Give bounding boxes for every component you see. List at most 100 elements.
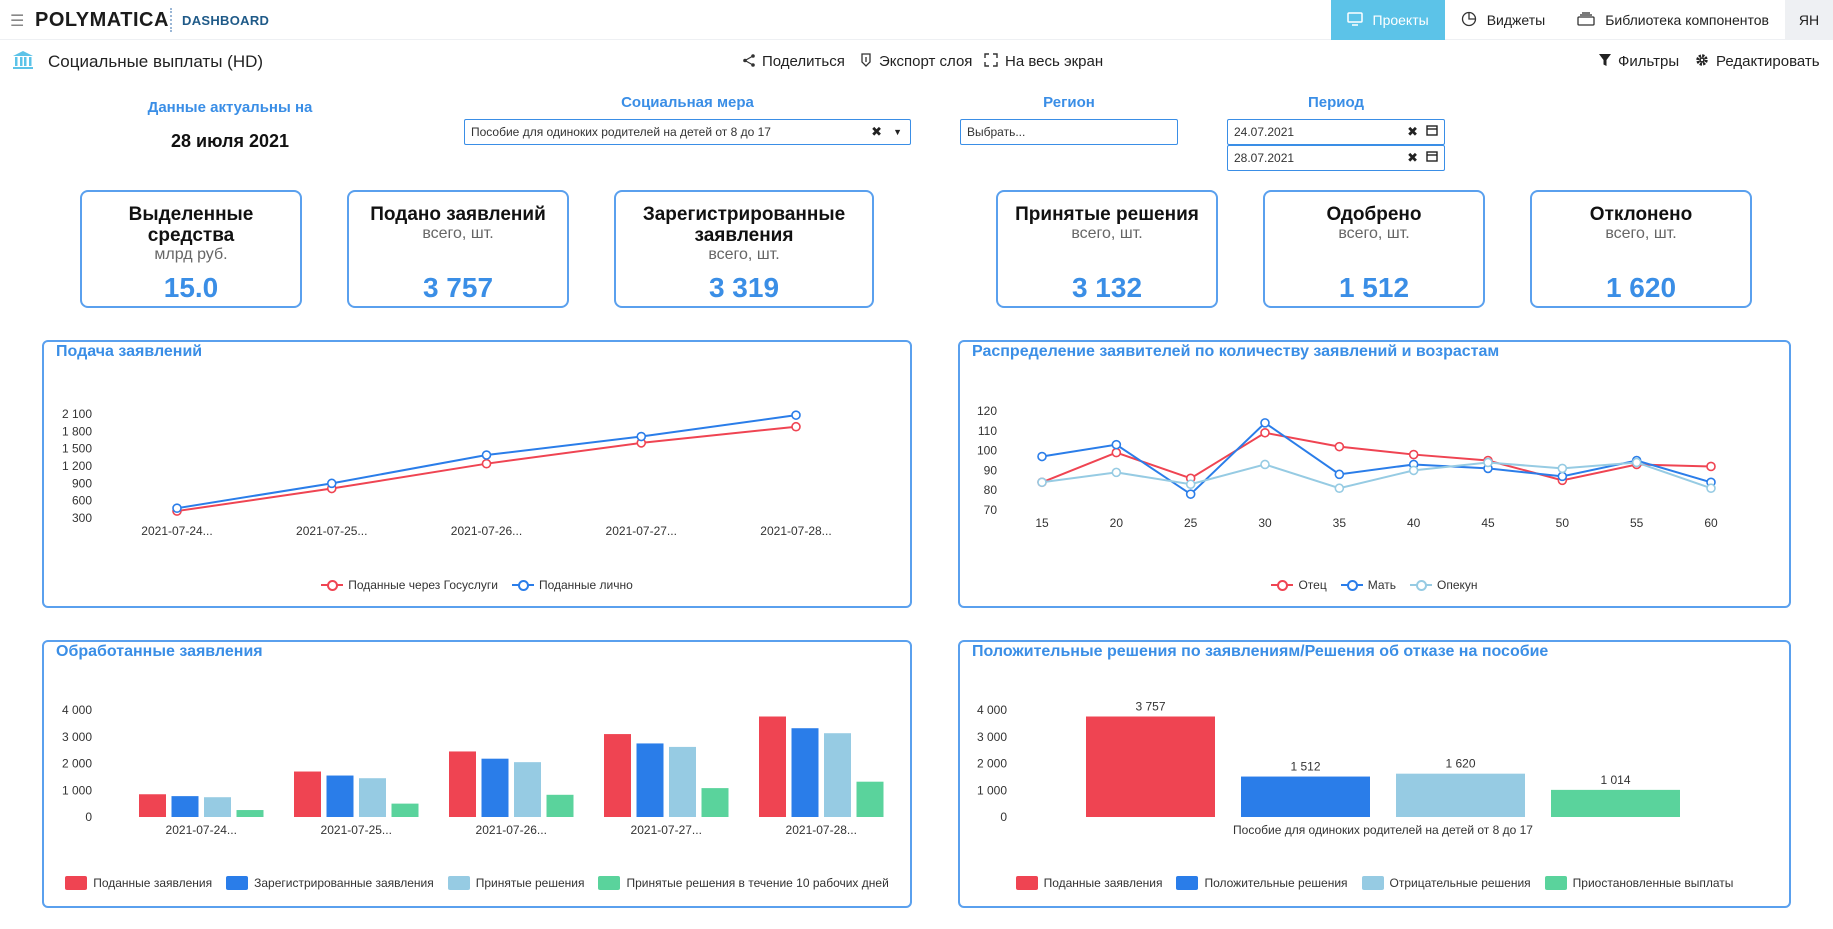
logo-subtitle: DASHBOARD	[182, 13, 270, 28]
kpi-value: 3 132	[1071, 272, 1143, 303]
clear-from-icon[interactable]: ✖	[1407, 124, 1418, 139]
kpi-subtitle: всего, шт.	[1071, 225, 1143, 242]
data-point	[1111, 467, 1122, 478]
gear-icon	[1695, 53, 1709, 70]
bar	[759, 716, 786, 817]
data-point	[1111, 447, 1122, 458]
data-point	[1557, 463, 1568, 474]
nav-widgets[interactable]: Виджеты	[1445, 0, 1562, 40]
data-point	[1706, 461, 1716, 472]
legend-item[interactable]: Поданные лично	[511, 578, 633, 592]
filters-label: Фильтры	[1618, 53, 1680, 70]
panel-title: Обработанные заявления	[56, 643, 263, 660]
series-line	[1041, 431, 1712, 484]
y-tick-label: 1 500	[62, 442, 92, 456]
legend-item[interactable]: Поданные заявления	[1015, 876, 1163, 890]
bar	[546, 794, 574, 817]
legend-item[interactable]: Отрицательные решения	[1361, 876, 1531, 890]
nav-library-label: Библиотека компонентов	[1605, 12, 1769, 28]
y-tick-label: 90	[984, 463, 998, 477]
chart-legend: Поданные заявления Зарегистрированные зая…	[44, 876, 910, 890]
clear-measure-icon[interactable]: ✖	[871, 124, 882, 139]
legend-swatch	[321, 578, 344, 592]
y-tick-label: 0	[85, 810, 92, 824]
logo[interactable]: POLYMATICA	[35, 9, 169, 31]
legend-item[interactable]: Поданные через Госуслуги	[321, 578, 498, 592]
kpi-subtitle: млрд руб.	[154, 246, 228, 263]
data-label: 1 620	[1445, 757, 1475, 771]
y-tick-label: 3 000	[62, 730, 92, 744]
kpi-card-rejected: Отклонено всего, шт. 1 620	[1530, 190, 1752, 308]
clear-to-icon[interactable]: ✖	[1407, 150, 1418, 165]
y-tick-label: 2 000	[977, 757, 1007, 771]
nav-library[interactable]: Библиотека компонентов	[1561, 0, 1785, 40]
fullscreen-icon	[984, 53, 998, 70]
share-button[interactable]: Поделиться	[743, 53, 845, 70]
legend-item[interactable]: Опекун	[1410, 578, 1478, 592]
data-point	[1334, 483, 1345, 494]
menu-icon[interactable]: ☰	[10, 13, 25, 30]
legend-label: Поданные заявления	[1043, 876, 1163, 890]
bar	[1241, 776, 1370, 817]
data-point	[1260, 427, 1270, 438]
bar	[139, 794, 166, 817]
chart-legend: Поданные через Госуслуги Поданные лично	[44, 578, 910, 592]
export-button[interactable]: Экспорт слоя	[860, 53, 972, 70]
bar	[204, 797, 231, 817]
legend-item[interactable]: Принятые решения в течение 10 рабочих дн…	[598, 876, 889, 890]
legend-item[interactable]: Мать	[1340, 578, 1396, 592]
legend-label: Мать	[1367, 578, 1396, 592]
decisions-bar-chart: 0 1 000 2 000 3 000 4 000 3 757 1 512 1 620 1 01…	[977, 700, 1680, 837]
legend-item[interactable]: Принятые решения	[447, 876, 584, 890]
period-to-input[interactable]: 28.07.2021 ✖	[1227, 145, 1445, 171]
x-tick-label: 20	[1110, 516, 1124, 530]
legend-label: Отрицательные решения	[1389, 876, 1531, 890]
region-select[interactable]: Выбрать...	[960, 119, 1178, 145]
y-tick-label: 3 000	[977, 730, 1007, 744]
fullscreen-button[interactable]: На весь экран	[984, 53, 1103, 70]
filters-button[interactable]: Фильтры	[1599, 53, 1679, 70]
legend-label: Принятые решения в течение 10 рабочих дн…	[626, 876, 889, 890]
measure-select[interactable]: Пособие для одиноких родителей на детей …	[464, 119, 911, 145]
bar	[391, 803, 419, 817]
x-tick-label: 25	[1184, 516, 1198, 530]
y-tick-label: 4 000	[62, 703, 92, 717]
data-point	[1408, 465, 1419, 476]
legend-swatch	[1361, 876, 1384, 890]
chevron-down-icon[interactable]: ▼	[893, 127, 902, 137]
x-tick-label: 2021-07-27...	[606, 524, 677, 538]
nav-projects[interactable]: Проекты	[1330, 0, 1445, 40]
x-tick-label: 2021-07-24...	[166, 823, 237, 837]
page-title: Социальные выплаты (HD)	[48, 52, 264, 71]
avatar[interactable]: ЯН	[1785, 0, 1833, 40]
bar	[1551, 789, 1680, 817]
calendar-icon[interactable]	[1426, 124, 1438, 139]
region-placeholder: Выбрать...	[967, 125, 1026, 139]
legend-item[interactable]: Отец	[1271, 578, 1327, 592]
period-from-input[interactable]: 24.07.2021 ✖	[1227, 119, 1445, 145]
kpi-title: Принятые решения	[1015, 204, 1199, 225]
data-point	[1706, 483, 1716, 494]
bar	[481, 758, 509, 817]
measure-label: Социальная мера	[621, 94, 754, 111]
legend-swatch	[1271, 578, 1294, 592]
y-tick-label: 0	[1000, 810, 1007, 824]
bar	[326, 775, 354, 817]
edit-button[interactable]: Редактировать	[1695, 53, 1820, 70]
data-point	[1334, 441, 1345, 452]
data-point	[1037, 451, 1047, 462]
legend-swatch	[226, 876, 249, 890]
y-tick-label: 80	[984, 483, 998, 497]
bar	[636, 743, 664, 817]
export-label: Экспорт слоя	[879, 53, 973, 70]
legend-item[interactable]: Зарегистрированные заявления	[226, 876, 434, 890]
nav-projects-label: Проекты	[1372, 12, 1429, 28]
legend-item[interactable]: Приостановленные выплаты	[1544, 876, 1733, 890]
x-tick-label: 2021-07-26...	[476, 823, 547, 837]
legend-item[interactable]: Положительные решения	[1176, 876, 1348, 890]
x-tick-label: 35	[1333, 516, 1347, 530]
legend-item[interactable]: Поданные заявления	[65, 876, 212, 890]
period-from-value: 24.07.2021	[1234, 125, 1295, 139]
calendar-icon[interactable]	[1426, 150, 1438, 165]
data-point	[636, 431, 647, 442]
